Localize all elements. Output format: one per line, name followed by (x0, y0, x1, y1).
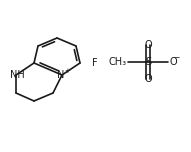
Text: N: N (57, 70, 65, 80)
Text: O: O (169, 57, 177, 67)
Text: NH: NH (10, 70, 24, 80)
Text: +: + (64, 68, 70, 74)
Text: −: − (173, 54, 179, 62)
Text: S: S (145, 57, 151, 67)
Text: CH₃: CH₃ (109, 57, 127, 67)
Text: O: O (144, 40, 152, 50)
Text: O: O (144, 74, 152, 84)
Text: F: F (92, 58, 98, 68)
